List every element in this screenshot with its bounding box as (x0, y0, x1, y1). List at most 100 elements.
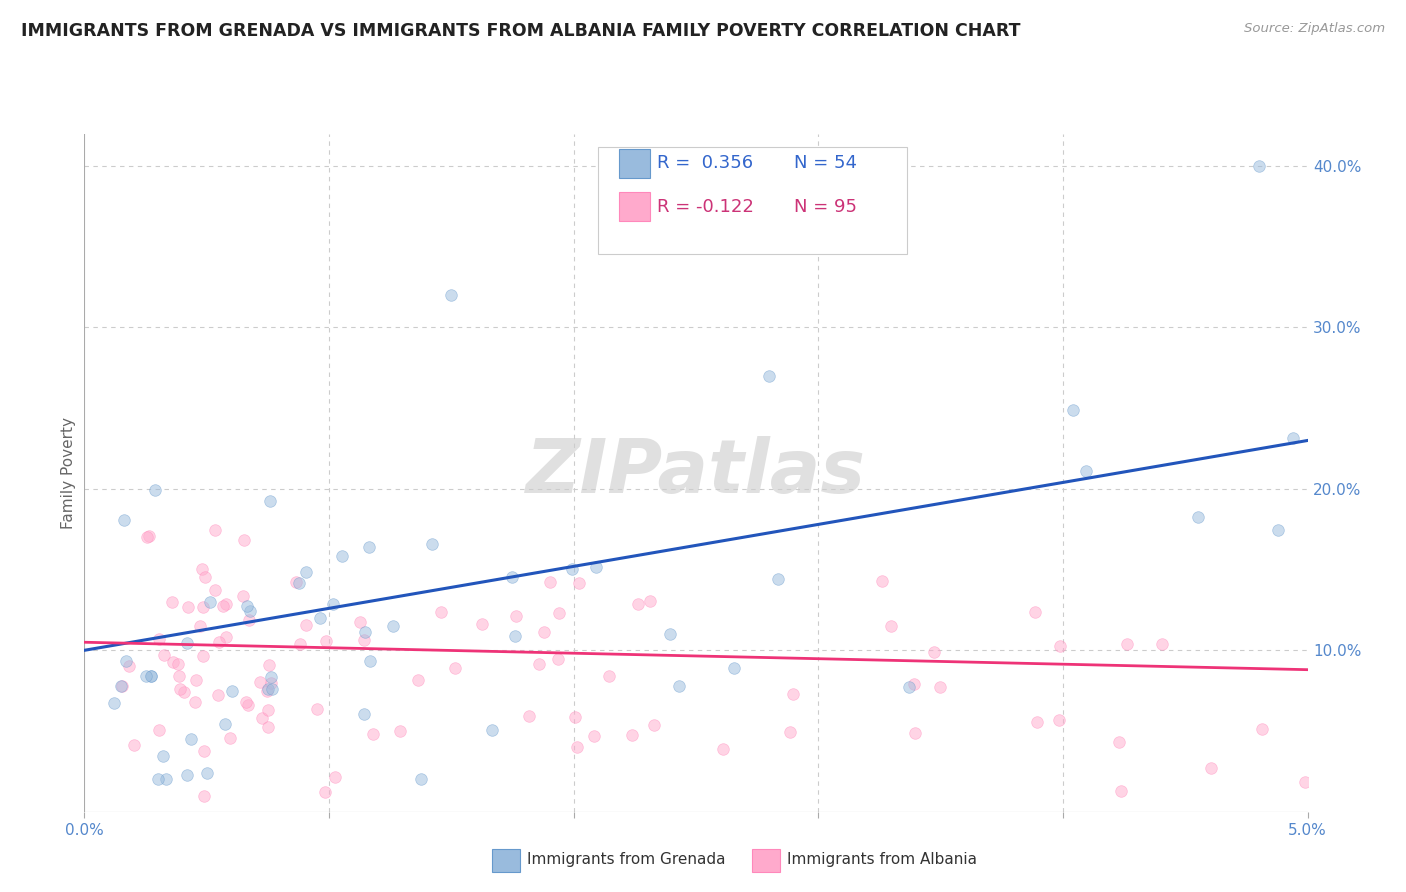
Point (152, 748, 174, 763)
Point (135, 669, 157, 683)
Point (538, 574, 561, 589)
Point (598, 668, 620, 682)
Point (259, 493, 281, 508)
Point (215, 630, 238, 644)
Point (880, 619, 903, 633)
Point (440, 288, 463, 302)
Point (260, 676, 283, 690)
Point (1281, 431, 1303, 445)
Point (295, 566, 318, 580)
Point (322, 597, 344, 611)
Point (564, 710, 586, 724)
Point (176, 636, 198, 650)
Point (897, 680, 920, 694)
Point (382, 619, 405, 633)
Point (238, 613, 260, 627)
Point (872, 574, 894, 589)
Point (779, 725, 801, 739)
Point (186, 673, 208, 687)
Point (198, 595, 221, 609)
Point (197, 765, 219, 780)
Point (184, 695, 207, 709)
Point (517, 709, 540, 723)
Point (903, 677, 925, 691)
Point (262, 681, 284, 696)
Point (166, 657, 188, 672)
Point (389, 723, 412, 738)
Point (232, 533, 254, 547)
Point (1074, 464, 1097, 478)
Point (236, 698, 259, 712)
Point (627, 597, 650, 611)
Point (568, 576, 591, 591)
Point (288, 575, 311, 590)
Point (471, 616, 494, 631)
Point (1108, 734, 1130, 748)
Point (481, 723, 503, 738)
Point (153, 648, 176, 662)
Point (204, 582, 226, 597)
Text: IMMIGRANTS FROM GRENADA VS IMMIGRANTS FROM ALBANIA FAMILY POVERTY CORRELATION CH: IMMIGRANTS FROM GRENADA VS IMMIGRANTS FR… (21, 22, 1021, 40)
Point (353, 707, 375, 722)
Point (232, 589, 254, 603)
Point (353, 633, 375, 648)
Point (583, 729, 606, 743)
Point (169, 682, 191, 697)
Point (294, 618, 316, 632)
Point (1187, 510, 1209, 524)
Point (177, 600, 200, 615)
Point (782, 688, 804, 702)
Point (503, 629, 526, 643)
Point (903, 726, 925, 740)
Point (191, 561, 214, 575)
Point (167, 669, 190, 683)
Text: N = 95: N = 95 (794, 198, 858, 216)
Point (668, 679, 690, 693)
Point (256, 683, 278, 698)
Point (349, 615, 371, 629)
Point (111, 679, 134, 693)
Point (1199, 761, 1222, 775)
Point (219, 731, 242, 746)
Point (768, 572, 790, 586)
Point (221, 683, 243, 698)
Point (505, 609, 527, 624)
Point (1025, 714, 1047, 729)
Point (711, 741, 734, 756)
Point (193, 744, 215, 758)
Point (527, 657, 550, 671)
Point (547, 651, 569, 665)
Point (118, 659, 141, 673)
Point (193, 789, 215, 803)
Point (501, 570, 523, 584)
Point (188, 619, 211, 633)
Point (136, 530, 159, 544)
Point (139, 669, 162, 683)
Text: N = 54: N = 54 (794, 154, 858, 172)
Text: Source: ZipAtlas.com: Source: ZipAtlas.com (1244, 22, 1385, 36)
Text: R =  0.356: R = 0.356 (657, 154, 752, 172)
Point (207, 688, 229, 702)
Text: Immigrants from Grenada: Immigrants from Grenada (527, 853, 725, 867)
Point (138, 529, 160, 543)
Point (1047, 713, 1070, 727)
Point (155, 772, 177, 787)
Point (191, 600, 214, 615)
Point (114, 513, 136, 527)
Point (323, 770, 346, 784)
Point (561, 561, 583, 575)
Point (250, 710, 273, 724)
Point (315, 634, 337, 648)
Point (259, 670, 281, 684)
Point (723, 661, 745, 675)
Point (621, 727, 644, 741)
Point (173, 685, 195, 699)
Point (443, 661, 465, 675)
Point (429, 605, 451, 619)
Point (148, 723, 170, 738)
Point (643, 717, 665, 731)
Point (191, 649, 214, 664)
Point (160, 595, 183, 609)
Point (409, 772, 432, 787)
Y-axis label: Family Poverty: Family Poverty (60, 417, 76, 529)
